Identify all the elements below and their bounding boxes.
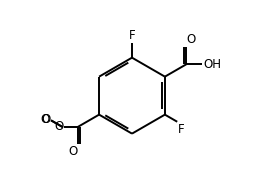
Text: O: O xyxy=(187,33,196,46)
Text: F: F xyxy=(129,30,135,43)
Text: O: O xyxy=(41,113,50,126)
Text: O: O xyxy=(55,121,64,134)
Text: OH: OH xyxy=(203,58,221,71)
Text: F: F xyxy=(178,123,185,136)
Text: O: O xyxy=(41,113,50,126)
Text: O: O xyxy=(68,145,77,158)
